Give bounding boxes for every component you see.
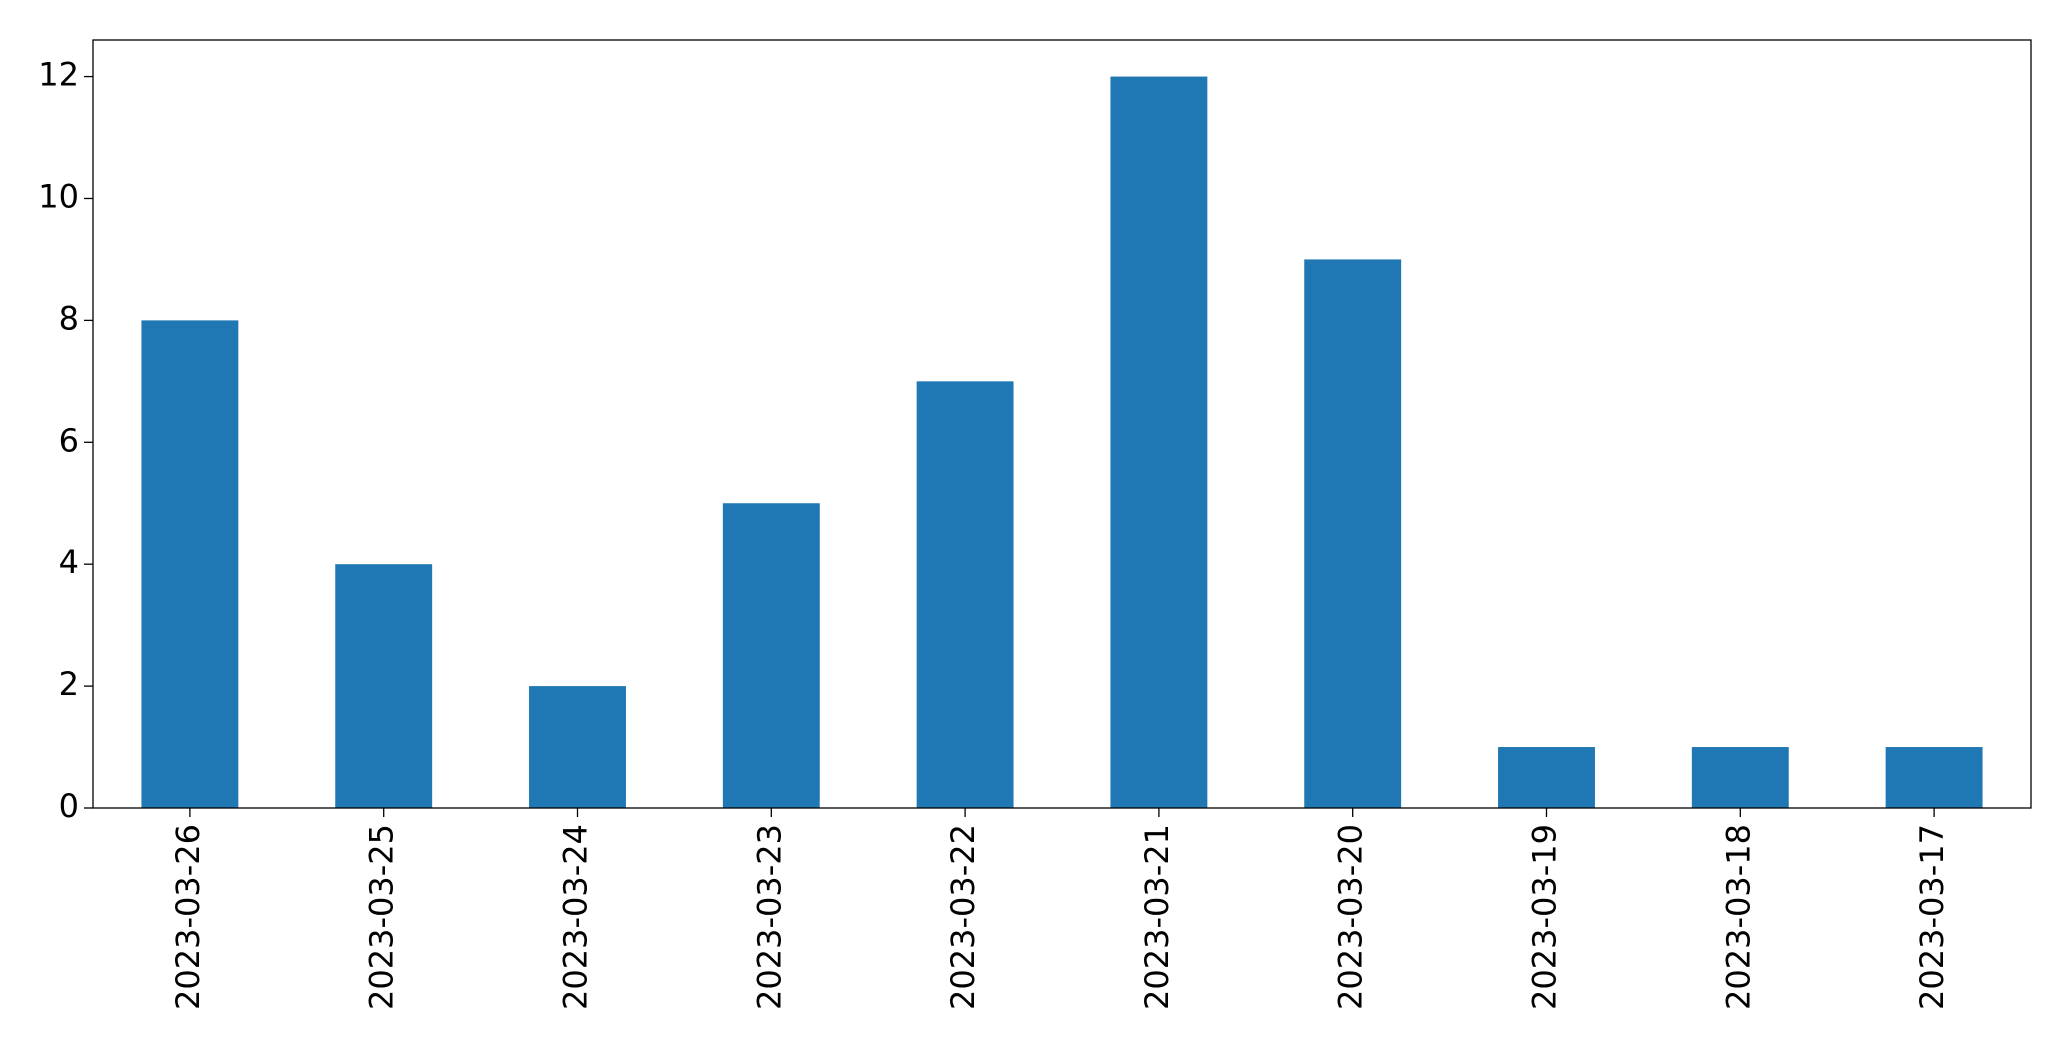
plot-frame <box>92 39 2032 809</box>
bar <box>1691 747 1789 808</box>
y-tick-label: 8 <box>59 299 79 337</box>
bar <box>335 564 433 808</box>
x-tick-label: 2023-03-25 <box>363 824 401 1010</box>
x-tick-label: 2023-03-22 <box>944 824 982 1010</box>
bar <box>916 381 1014 808</box>
y-tick-label: 6 <box>59 421 79 459</box>
x-tick-label: 2023-03-20 <box>1332 824 1370 1010</box>
x-tick-label: 2023-03-23 <box>750 824 788 1010</box>
bar <box>529 686 626 808</box>
bar <box>1498 747 1595 808</box>
x-tick-label: 2023-03-19 <box>1526 824 1564 1010</box>
bar <box>722 503 820 808</box>
y-tick-label: 12 <box>38 56 79 94</box>
y-tick-label: 0 <box>59 787 79 825</box>
x-tick-label: 2023-03-26 <box>169 824 207 1010</box>
x-tick-label: 2023-03-18 <box>1719 824 1757 1010</box>
y-tick-label: 10 <box>38 177 79 215</box>
x-tick-label: 2023-03-21 <box>1138 824 1176 1010</box>
bar <box>1304 259 1402 808</box>
bar <box>1885 747 1983 808</box>
x-tick-label: 2023-03-24 <box>557 824 595 1010</box>
bar <box>141 320 239 808</box>
x-tick-label: 2023-03-17 <box>1913 824 1951 1010</box>
bar <box>1110 76 1208 809</box>
y-tick-label: 2 <box>59 665 79 703</box>
y-tick-label: 4 <box>59 543 79 581</box>
